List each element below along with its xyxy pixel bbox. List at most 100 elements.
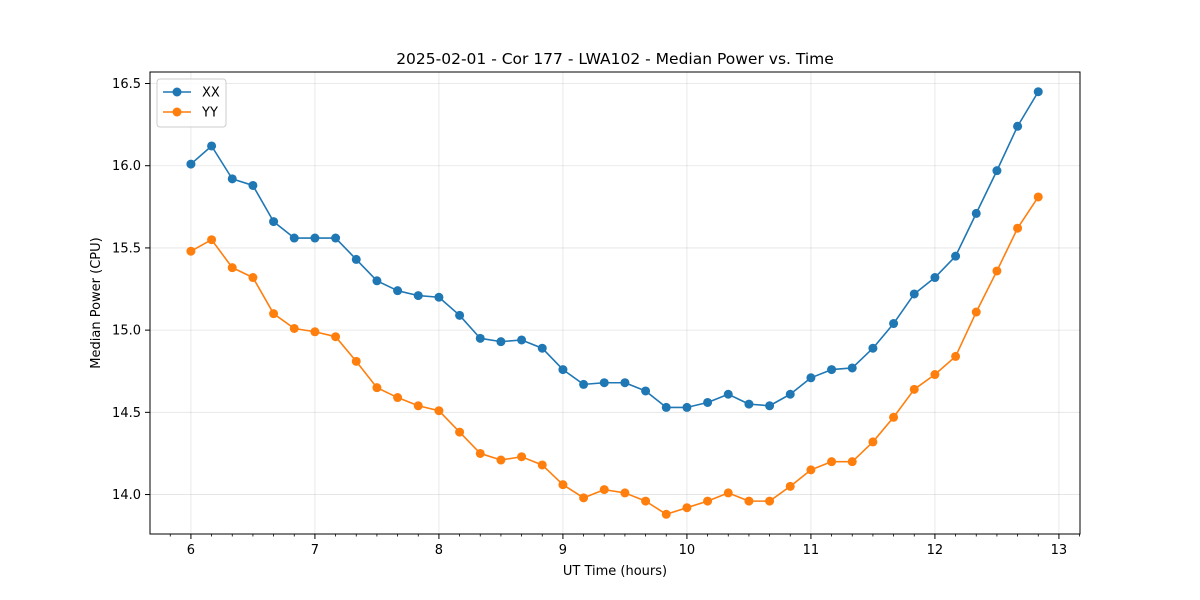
data-point-xx: [868, 343, 878, 353]
data-point-yy: [951, 351, 961, 361]
data-point-xx: [909, 289, 919, 299]
data-point-yy: [744, 496, 754, 506]
data-point-xx: [475, 333, 485, 343]
x-tick-label: 12: [927, 543, 944, 558]
y-tick-label: 15.5: [112, 241, 141, 256]
data-point-yy: [351, 356, 361, 366]
data-point-xx: [661, 402, 671, 412]
data-point-yy: [620, 488, 630, 498]
data-point-xx: [1033, 87, 1043, 97]
data-point-xx: [351, 254, 361, 264]
data-point-yy: [455, 427, 465, 437]
data-point-xx: [269, 217, 279, 227]
data-point-yy: [331, 332, 341, 342]
data-point-yy: [930, 370, 940, 380]
data-point-xx: [1013, 121, 1023, 131]
data-point-xx: [186, 159, 196, 169]
x-tick-label: 11: [803, 543, 820, 558]
data-point-xx: [847, 363, 857, 373]
data-point-yy: [641, 496, 651, 506]
data-point-xx: [703, 397, 713, 407]
data-point-yy: [682, 503, 692, 513]
data-point-yy: [393, 393, 403, 403]
data-point-xx: [806, 373, 816, 383]
data-point-yy: [372, 383, 382, 393]
series-xx: [186, 87, 1043, 412]
data-point-xx: [372, 276, 382, 286]
data-point-yy: [971, 307, 981, 317]
legend-item-yy: YY: [163, 106, 218, 121]
data-point-yy: [847, 457, 857, 467]
data-point-yy: [661, 509, 671, 519]
y-tick-label: 16.5: [112, 77, 141, 92]
legend-marker-xx: [172, 87, 182, 97]
data-point-xx: [537, 343, 547, 353]
data-point-yy: [599, 485, 609, 495]
data-point-xx: [682, 402, 692, 412]
data-point-xx: [579, 379, 589, 389]
y-tick-label: 15.0: [112, 324, 141, 339]
data-point-xx: [641, 386, 651, 396]
legend: XX YY: [156, 78, 227, 128]
data-point-yy: [558, 480, 568, 490]
data-point-yy: [289, 323, 299, 333]
data-point-yy: [1033, 192, 1043, 202]
data-point-xx: [310, 233, 320, 243]
data-point-xx: [517, 335, 527, 345]
plot-frame: [149, 71, 1081, 535]
data-point-yy: [413, 401, 423, 411]
y-tick-label: 14.5: [112, 406, 141, 421]
data-point-xx: [827, 365, 837, 375]
data-point-xx: [930, 273, 940, 283]
data-point-yy: [579, 493, 589, 503]
data-point-yy: [186, 246, 196, 256]
y-tick-label: 14.0: [112, 488, 141, 503]
legend-label-yy: YY: [201, 106, 218, 121]
data-point-xx: [744, 399, 754, 409]
data-point-xx: [992, 166, 1002, 176]
data-point-xx: [765, 401, 775, 411]
data-point-yy: [1013, 223, 1023, 233]
x-tick-label: 8: [435, 543, 443, 558]
data-point-xx: [951, 251, 961, 261]
data-point-yy: [227, 263, 237, 273]
data-point-yy: [992, 266, 1002, 276]
data-point-yy: [475, 448, 485, 458]
legend-marker-yy: [172, 107, 182, 117]
data-point-yy: [868, 437, 878, 447]
data-point-xx: [558, 365, 568, 375]
x-axis-label: UT Time (hours): [563, 564, 667, 579]
data-point-xx: [413, 291, 423, 301]
data-point-xx: [971, 208, 981, 218]
grid-layer: [150, 72, 1080, 534]
data-point-yy: [537, 460, 547, 470]
legend-label-xx: XX: [202, 86, 220, 101]
data-point-yy: [889, 412, 899, 422]
data-point-xx: [393, 286, 403, 296]
x-tick-label: 9: [559, 543, 567, 558]
y-tick-label: 16.0: [112, 159, 141, 174]
data-point-yy: [827, 457, 837, 467]
x-tick-label: 13: [1051, 543, 1068, 558]
data-point-xx: [455, 310, 465, 320]
data-point-xx: [434, 292, 444, 302]
data-point-yy: [248, 273, 258, 283]
x-tick-label: 6: [187, 543, 195, 558]
data-point-xx: [207, 141, 217, 151]
data-point-xx: [227, 174, 237, 184]
series-yy: [186, 192, 1043, 519]
y-axis-label: Median Power (CPU): [89, 237, 104, 368]
data-point-xx: [331, 233, 341, 243]
data-point-xx: [289, 233, 299, 243]
data-point-yy: [434, 406, 444, 416]
data-point-yy: [703, 496, 713, 506]
data-point-yy: [517, 452, 527, 462]
data-point-yy: [806, 465, 816, 475]
data-point-yy: [496, 455, 506, 465]
data-point-xx: [599, 378, 609, 388]
data-point-yy: [785, 481, 795, 491]
data-point-xx: [889, 319, 899, 329]
legend-item-xx: XX: [163, 86, 220, 101]
data-point-xx: [785, 389, 795, 399]
data-point-yy: [269, 309, 279, 319]
